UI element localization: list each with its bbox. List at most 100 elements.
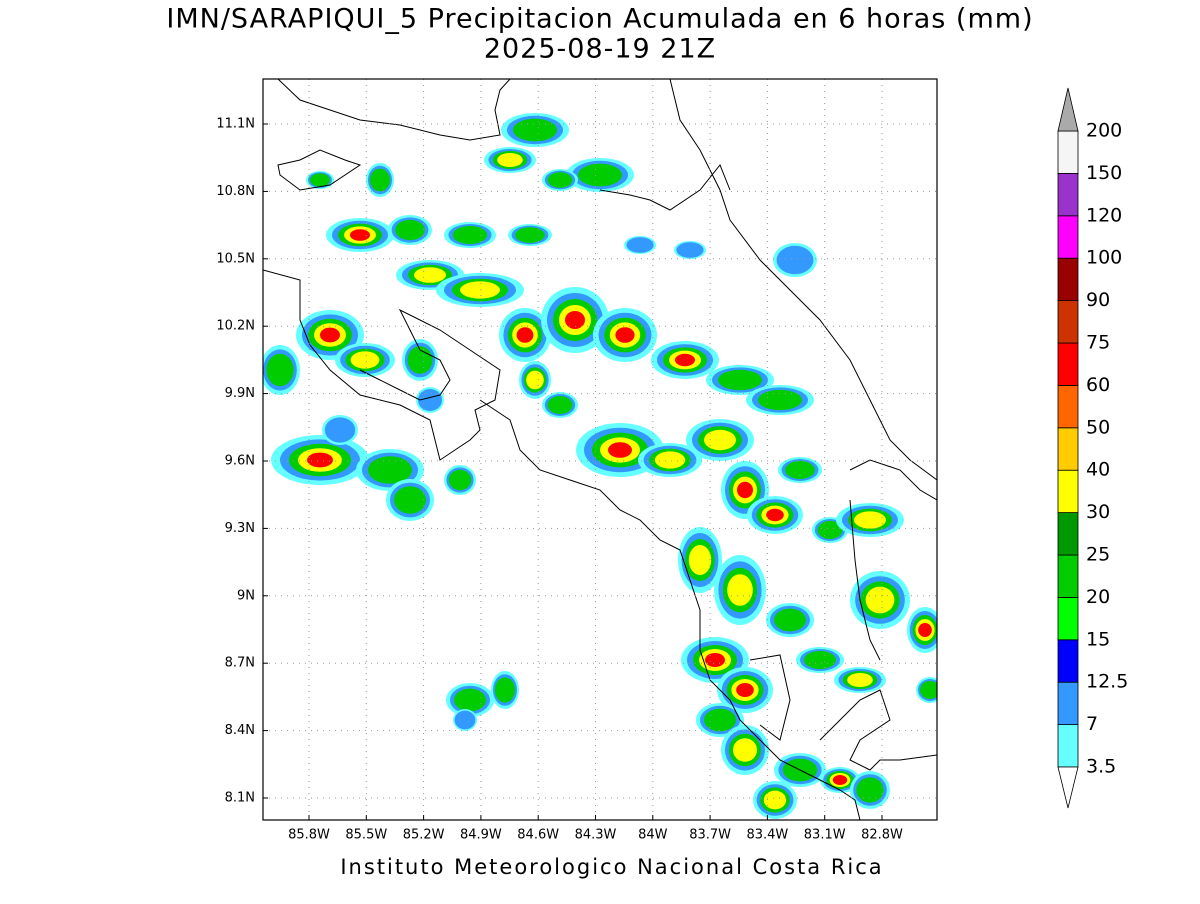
precip-cell bbox=[320, 327, 340, 343]
colorbar-label: 3.5 bbox=[1086, 756, 1116, 778]
precip-cell bbox=[654, 451, 686, 469]
map-frame bbox=[262, 78, 938, 821]
colorbar-label: 30 bbox=[1086, 501, 1110, 523]
colorbar-label: 25 bbox=[1086, 544, 1110, 566]
y-tick-label: 10.2N bbox=[216, 319, 255, 334]
coastlines bbox=[263, 79, 937, 820]
x-tick-label: 84.9W bbox=[460, 828, 502, 843]
colorbar-box bbox=[1057, 257, 1079, 302]
precip-cell bbox=[758, 389, 802, 411]
precip-field bbox=[263, 113, 937, 819]
colorbar-box bbox=[1057, 300, 1079, 344]
precip-cell bbox=[350, 229, 370, 241]
precip-cell bbox=[448, 469, 472, 491]
precip-cell bbox=[497, 153, 523, 167]
title: IMN/SARAPIQUI_5 Precipitacion Acumulada … bbox=[166, 4, 1033, 35]
colorbar-box bbox=[1057, 215, 1079, 259]
precip-cell bbox=[737, 481, 753, 499]
coastline bbox=[479, 399, 861, 820]
colorbar-box bbox=[1057, 554, 1079, 598]
precip-cell bbox=[675, 353, 695, 367]
precip-cell bbox=[350, 351, 380, 369]
precip-cell bbox=[918, 623, 932, 637]
subtitle: 2025-08-19 21Z bbox=[484, 34, 716, 65]
precip-cell bbox=[615, 327, 635, 343]
precip-cell bbox=[704, 708, 736, 732]
colorbar-label: 120 bbox=[1086, 204, 1122, 226]
precip-cell bbox=[395, 219, 425, 241]
precip-cell bbox=[368, 456, 412, 484]
colorbar-box bbox=[1057, 639, 1079, 683]
border bbox=[599, 164, 731, 211]
precip-cell bbox=[847, 673, 873, 687]
precip-cell bbox=[626, 237, 654, 253]
colorbar-box bbox=[1057, 724, 1079, 768]
colorbar-box bbox=[1057, 384, 1079, 429]
colorbar-label: 40 bbox=[1086, 459, 1110, 481]
precip-cell bbox=[495, 677, 515, 703]
coastline bbox=[277, 149, 362, 191]
footer: Instituto Meteorologico Nacional Costa R… bbox=[340, 855, 883, 879]
colorbar-label: 20 bbox=[1086, 586, 1110, 608]
coastline bbox=[749, 654, 791, 741]
precip-cell bbox=[578, 163, 622, 187]
x-tick-label: 85.8W bbox=[288, 828, 330, 843]
precip-cell bbox=[418, 389, 442, 411]
precip-cell bbox=[454, 710, 476, 730]
precip-cell bbox=[688, 545, 712, 575]
precip-cell bbox=[718, 369, 762, 391]
x-tick-label: 84W bbox=[638, 828, 668, 843]
coastline bbox=[669, 79, 937, 481]
precip-cell bbox=[370, 168, 390, 192]
precip-cell bbox=[733, 738, 757, 762]
colorbar-label: 50 bbox=[1086, 416, 1110, 438]
y-tick-label: 9.6N bbox=[225, 454, 255, 469]
x-tick-label: 84.3W bbox=[575, 828, 617, 843]
precip-cell bbox=[526, 370, 544, 390]
y-tick-label: 9N bbox=[237, 588, 255, 603]
precip-cell bbox=[776, 245, 814, 275]
precip-cell bbox=[736, 683, 754, 697]
colorbar-under bbox=[1057, 766, 1079, 809]
colorbar: 3.5 7 12.5 15 20 25 30 40 50 60 75 90 100 120 150 200 bbox=[1057, 87, 1128, 809]
coastline bbox=[819, 689, 937, 771]
precip-cell bbox=[856, 777, 884, 803]
x-tick-label: 85.5W bbox=[345, 828, 387, 843]
colorbar-label: 90 bbox=[1086, 289, 1110, 311]
precip-cell bbox=[565, 311, 585, 329]
y-tick-label: 9.3N bbox=[225, 521, 255, 536]
precip-cell bbox=[832, 775, 848, 785]
precip-cell bbox=[547, 172, 573, 188]
y-tick-label: 8.7N bbox=[225, 656, 255, 671]
precip-cell bbox=[307, 452, 333, 468]
grid: 85.8W 85.5W 85.2W 84.9W 84.6W 84.3W 84W 83.7W 83… bbox=[216, 79, 937, 843]
precip-cell bbox=[608, 442, 632, 458]
colorbar-label: 12.5 bbox=[1086, 671, 1128, 693]
precip-cell bbox=[785, 461, 815, 479]
precip-cell bbox=[774, 608, 806, 632]
precip-cell bbox=[324, 417, 356, 443]
precip-cell bbox=[460, 281, 500, 299]
precip-cell bbox=[704, 429, 736, 451]
border bbox=[849, 499, 881, 661]
x-tick-label: 85.2W bbox=[403, 828, 445, 843]
colorbar-label: 15 bbox=[1086, 628, 1110, 650]
x-tick-label: 83.4W bbox=[746, 828, 788, 843]
colorbar-label: 200 bbox=[1086, 120, 1122, 142]
precip-cell bbox=[865, 586, 895, 614]
y-tick-label: 9.9N bbox=[225, 386, 255, 401]
y-tick-label: 10.8N bbox=[216, 184, 255, 199]
precip-cell bbox=[394, 486, 426, 514]
colorbar-box bbox=[1057, 172, 1079, 217]
colorbar-box bbox=[1057, 342, 1079, 386]
coastline bbox=[277, 79, 511, 141]
precip-cell bbox=[547, 396, 573, 414]
precip-cell bbox=[310, 173, 330, 187]
y-tick-label: 8.1N bbox=[225, 791, 255, 806]
colorbar-label: 100 bbox=[1086, 247, 1122, 269]
colorbar-box bbox=[1057, 512, 1079, 556]
precip-cell bbox=[804, 651, 836, 669]
precip-cell bbox=[705, 653, 725, 667]
colorbar-over bbox=[1057, 87, 1079, 132]
